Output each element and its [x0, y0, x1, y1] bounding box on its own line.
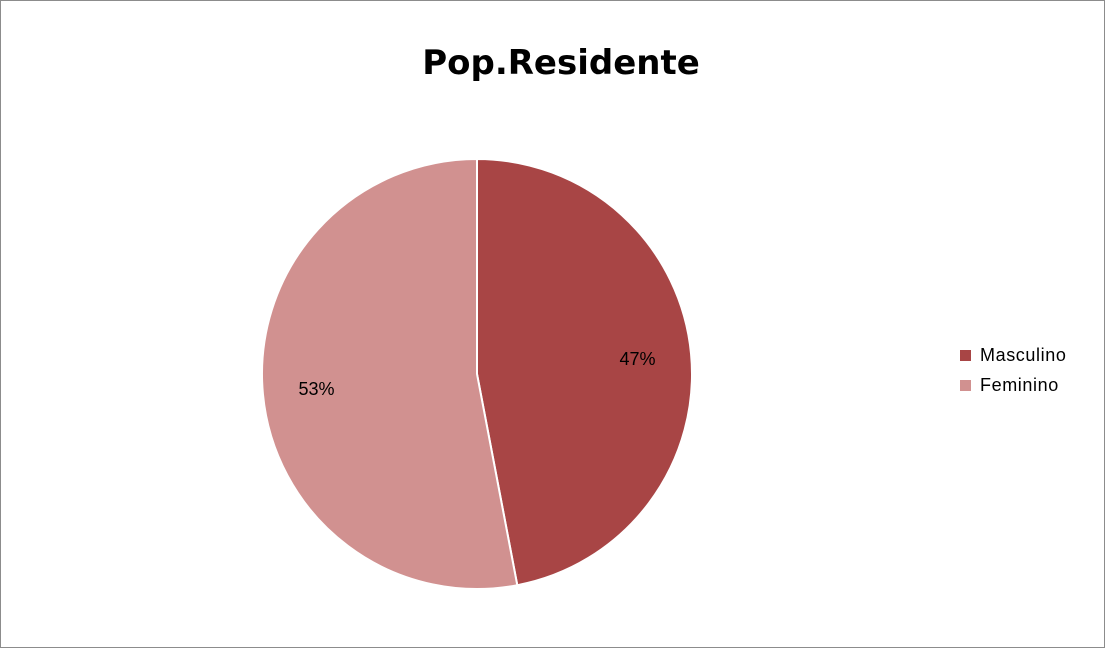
pie-slice-feminino: [261, 157, 519, 590]
legend: Masculino Feminino: [960, 340, 1066, 400]
data-label-masculino: 47%: [620, 349, 656, 369]
legend-item-feminino: Feminino: [960, 370, 1066, 400]
pie-slice-masculino: [476, 157, 693, 587]
data-label-feminino: 53%: [298, 379, 334, 399]
legend-label-masculino: Masculino: [980, 344, 1067, 365]
chart-title: Pop.Residente: [422, 43, 700, 83]
legend-swatch-feminino: [960, 379, 971, 391]
legend-swatch-masculino: [960, 349, 971, 361]
legend-item-masculino: Masculino: [960, 340, 1066, 370]
legend-label-feminino: Feminino: [980, 374, 1059, 395]
